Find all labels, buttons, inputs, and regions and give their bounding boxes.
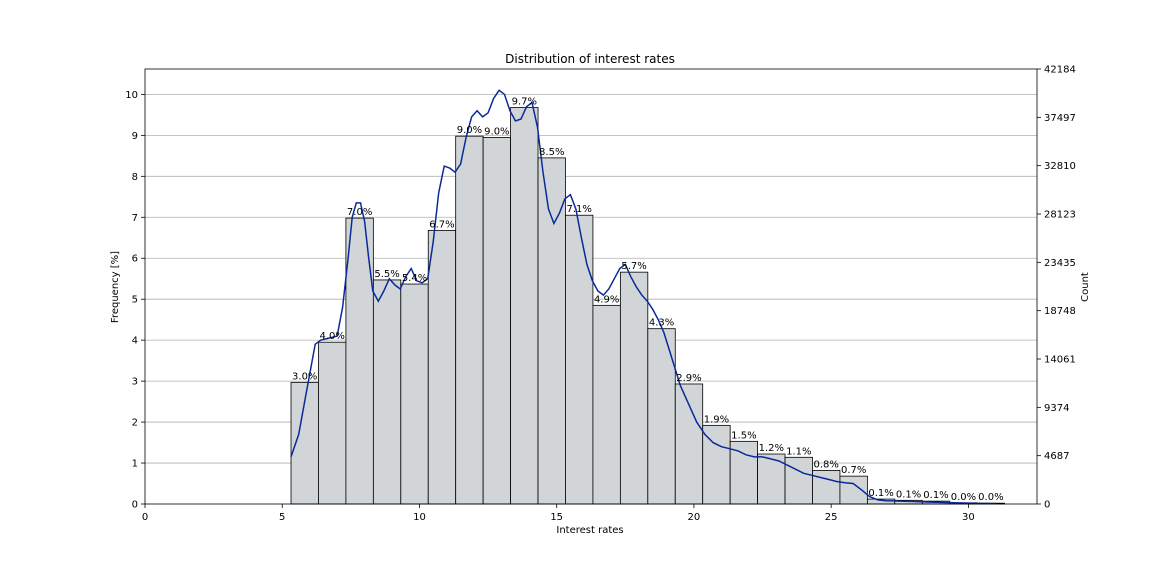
kde-curve-layer — [290, 89, 996, 505]
y2-tick-label: 4687 — [1044, 451, 1069, 462]
y-tick-label: 0 — [132, 500, 138, 511]
bar-value-label: 5.5% — [374, 269, 399, 280]
y2-tick-label: 32810 — [1044, 161, 1076, 172]
bar-value-label: 8.5% — [539, 147, 564, 158]
bar-value-label: 9.7% — [512, 97, 537, 108]
y-axis-label: Frequency [%] — [110, 251, 121, 323]
histogram-bar — [400, 283, 429, 505]
histogram-bar — [427, 229, 457, 505]
histogram-bar — [565, 214, 594, 505]
y2-tick-label: 28123 — [1044, 209, 1076, 220]
bar-value-label: 0.7% — [841, 465, 866, 476]
x-tick-label: 15 — [550, 512, 563, 523]
histogram-bar — [455, 135, 484, 505]
y2-tick-label: 9374 — [1044, 403, 1069, 414]
histogram-bar — [372, 279, 402, 505]
histogram-bar — [839, 475, 868, 505]
histogram-bar — [482, 137, 511, 505]
y2-axis-ticks: 0 4687 9374 14061 18748 23435 28123 32810 37497 4… — [1037, 65, 1076, 511]
bar-value-label: 1.5% — [731, 430, 756, 441]
y2-tick-label: 14061 — [1044, 355, 1076, 366]
histogram-bar — [592, 304, 621, 505]
y-tick-label: 9 — [132, 131, 138, 142]
histogram-bar — [318, 341, 347, 505]
y-tick-label: 10 — [125, 90, 138, 101]
y-axis-ticks: 0 1 2 3 4 5 6 7 8 9 10 — [125, 90, 145, 511]
bar-value-label: 5.7% — [621, 261, 646, 272]
histogram-bar — [812, 470, 841, 505]
x-tick-label: 20 — [688, 512, 701, 523]
y-tick-label: 8 — [132, 172, 138, 183]
y2-tick-label: 42184 — [1044, 65, 1076, 76]
bar-value-label: 3.0% — [292, 371, 317, 382]
y2-axis-label: Count — [1080, 272, 1091, 302]
x-axis-label: Interest rates — [556, 525, 623, 536]
histogram-bar — [702, 424, 731, 505]
histogram-bar — [510, 107, 539, 505]
x-tick-label: 10 — [413, 512, 426, 523]
chart-title: Distribution of interest rates — [505, 52, 675, 66]
bar-value-label: 0.1% — [923, 490, 948, 501]
histogram-bar — [674, 383, 704, 505]
bar-value-label: 2.9% — [676, 373, 701, 384]
bar-value-label: 1.1% — [786, 446, 811, 457]
x-axis-ticks: 0 5 10 15 20 25 30 — [142, 504, 975, 523]
kde-curve — [290, 89, 996, 505]
y-tick-label: 4 — [132, 336, 138, 347]
bar-value-label: 9.0% — [457, 125, 482, 136]
bar-value-label: 0.8% — [814, 459, 839, 470]
bar-value-label: 0.1% — [868, 488, 893, 499]
bar-value-label: 0.0% — [951, 492, 976, 503]
bar-labels: 3.0% 4.0% 7.0% 5.5% 5.4% 6.7% 9.0% 9.0% 9.7% 8.5%… — [292, 97, 1004, 504]
y-tick-label: 2 — [132, 418, 138, 429]
bar-value-label: 4.9% — [594, 294, 619, 305]
x-tick-label: 5 — [279, 512, 285, 523]
y2-tick-label: 18748 — [1044, 306, 1076, 317]
histogram-bars — [290, 107, 1006, 505]
x-tick-label: 30 — [962, 512, 975, 523]
histogram-bar — [784, 456, 813, 505]
bar-value-label: 7.1% — [566, 204, 591, 215]
histogram-bar — [647, 328, 676, 505]
histogram-bar — [345, 217, 374, 505]
bar-value-label: 1.9% — [704, 414, 729, 425]
bar-value-label: 0.0% — [978, 492, 1003, 503]
y2-tick-label: 0 — [1044, 500, 1050, 511]
y-tick-label: 7 — [132, 213, 138, 224]
y-tick-label: 6 — [132, 254, 138, 265]
bar-value-label: 7.0% — [347, 207, 372, 218]
histogram-bar — [729, 440, 758, 505]
y-tick-label: 5 — [132, 295, 138, 306]
bar-value-label: 5.4% — [402, 273, 427, 284]
bar-value-label: 6.7% — [429, 219, 454, 230]
plot-frame — [144, 68, 1038, 505]
x-tick-label: 0 — [142, 512, 148, 523]
histogram-bar — [619, 271, 649, 505]
bar-value-label: 4.3% — [649, 318, 674, 329]
bar-value-label: 1.2% — [759, 443, 784, 454]
y2-tick-label: 37497 — [1044, 113, 1076, 124]
bar-value-label: 9.0% — [484, 126, 509, 137]
bar-value-label: 4.0% — [319, 331, 344, 342]
y-tick-label: 1 — [132, 459, 138, 470]
y2-tick-label: 23435 — [1044, 258, 1076, 269]
x-tick-label: 25 — [825, 512, 838, 523]
bar-value-label: 0.1% — [896, 489, 921, 500]
y-tick-label: 3 — [132, 377, 138, 388]
